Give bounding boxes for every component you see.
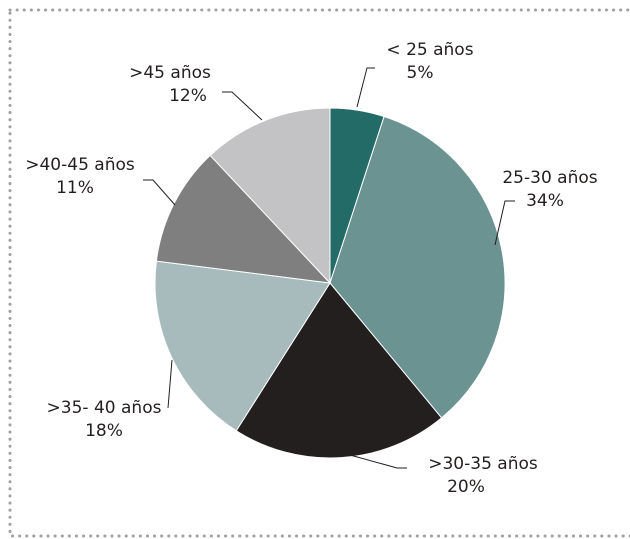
pie-slice [235,282,443,459]
slice-value: 20% [447,477,485,497]
slice-value: 34% [526,191,564,211]
leader-line [222,91,263,121]
slice-label: < 25 años [386,40,473,60]
leader-line [143,179,176,206]
pie-slice [154,260,331,432]
leader-line [349,454,407,469]
border [8,8,630,538]
slice-value: 12% [169,86,207,106]
slice-value: 5% [407,63,434,83]
slice-label: >40-45 años [25,155,135,175]
slice-label: 25-30 años [502,168,597,188]
leader-line [167,359,173,409]
slice-label: >45 años [129,63,211,83]
pie-slice [209,107,331,285]
leader-line [494,200,515,246]
leader-line [356,67,375,108]
slice-label: >30-35 años [428,454,538,474]
pie-slice [329,115,506,419]
slice-value: 18% [85,421,123,441]
slice-label: >35- 40 años [47,398,162,418]
slice-value: 11% [56,178,94,198]
